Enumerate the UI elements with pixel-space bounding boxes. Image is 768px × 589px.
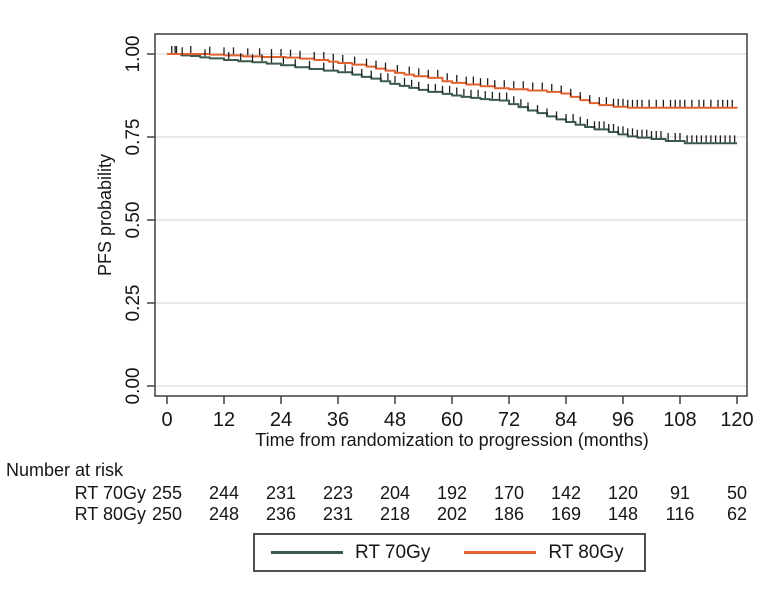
svg-text:120: 120 (720, 409, 753, 431)
svg-text:12: 12 (213, 409, 235, 431)
svg-text:0.75: 0.75 (123, 119, 144, 156)
risk-count: 192 (436, 483, 468, 503)
svg-text:108: 108 (663, 409, 696, 431)
svg-text:24: 24 (270, 409, 292, 431)
risk-count: 231 (322, 504, 354, 524)
risk-count: 218 (379, 504, 411, 524)
svg-text:1.00: 1.00 (123, 36, 144, 73)
risk-count: 91 (669, 483, 691, 503)
risk-count: 120 (607, 483, 639, 503)
risk-count: 248 (208, 504, 240, 524)
legend-item-rt70gy: RT 70Gy (271, 542, 430, 564)
risk-count: 255 (151, 483, 183, 503)
x-axis-title: Time from randomization to progression (… (255, 430, 648, 450)
risk-count: 231 (265, 483, 297, 503)
risk-count: 202 (436, 504, 468, 524)
risk-count: 116 (665, 504, 695, 524)
risk-row-label: RT 70Gy (74, 483, 146, 503)
rt70gy-line-sample (271, 551, 343, 554)
svg-text:96: 96 (612, 409, 634, 431)
svg-text:48: 48 (384, 409, 406, 431)
risk-count: 50 (726, 483, 748, 503)
risk-count: 170 (493, 483, 525, 503)
risk-count: 204 (379, 483, 411, 503)
risk-count: 186 (493, 504, 525, 524)
legend-item-rt80gy: RT 80Gy (464, 541, 624, 564)
legend-label-rt70gy: RT 70Gy (355, 541, 431, 563)
svg-text:0.00: 0.00 (123, 368, 144, 405)
svg-text:60: 60 (441, 409, 463, 431)
risk-count: 244 (208, 483, 240, 503)
risk-count: 236 (265, 504, 297, 524)
legend-label-rt80gy: RT 80Gy (548, 541, 624, 563)
risk-row-label: RT 80Gy (74, 504, 146, 524)
svg-text:0.50: 0.50 (123, 202, 144, 239)
y-axis-title: PFS probability (95, 154, 115, 276)
svg-text:0: 0 (161, 409, 172, 431)
rt80gy-line-sample (464, 551, 537, 554)
svg-text:36: 36 (327, 409, 349, 431)
risk-count: 223 (322, 483, 354, 503)
risk-table-title: Number at risk (6, 460, 124, 480)
svg-text:84: 84 (555, 409, 577, 431)
svg-text:0.25: 0.25 (123, 285, 144, 322)
risk-count: 62 (726, 504, 748, 524)
plot-dynamic-layer: 1.00 0.75 0.50 0.25 0.00 0 12 24 36 48 60 72 84 96 108… (123, 33, 754, 431)
risk-count: 142 (550, 483, 582, 503)
risk-count: 148 (607, 504, 639, 524)
svg-text:72: 72 (498, 409, 520, 431)
risk-count: 250 (151, 504, 183, 524)
risk-count: 169 (550, 504, 582, 524)
legend: RT 70Gy RT 80Gy (253, 533, 646, 572)
